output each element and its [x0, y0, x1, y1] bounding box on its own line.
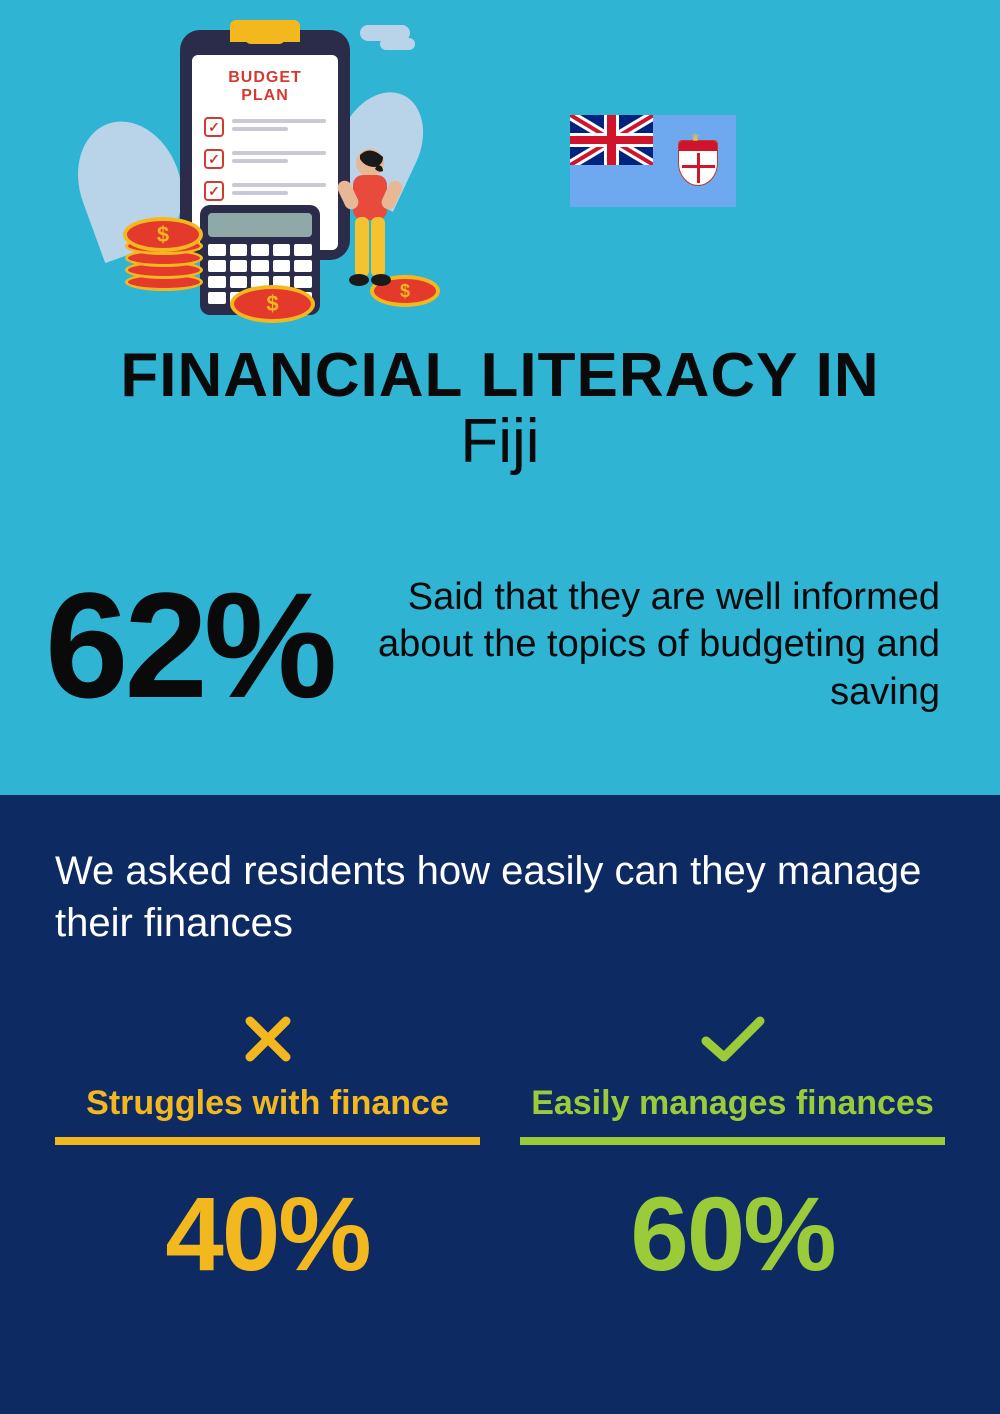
coin-icon: $: [230, 285, 315, 323]
headline-stat: 62% Said that they are well informed abo…: [45, 570, 940, 720]
title-block: FINANCIAL LITERACY IN Fiji: [0, 340, 1000, 477]
struggle-label: Struggles with finance: [55, 1084, 480, 1123]
struggle-percent: 40%: [55, 1175, 480, 1295]
country-name: Fiji: [0, 406, 1000, 477]
survey-question: We asked residents how easily can they m…: [55, 845, 945, 949]
person-icon: [335, 145, 405, 315]
page-title: FINANCIAL LITERACY IN: [0, 340, 1000, 411]
struggle-rule: [55, 1137, 480, 1145]
headline-percent: 62%: [45, 570, 333, 720]
top-section: BUDGET PLAN ✓ ✓ ✓ $ $ $: [0, 0, 1000, 795]
bottom-section: We asked residents how easily can they m…: [0, 795, 1000, 1414]
manage-column: Easily manages finances 60%: [520, 1004, 945, 1295]
comparison-columns: Struggles with finance 40% Easily manage…: [55, 1004, 945, 1295]
fiji-flag-icon: ♛: [570, 115, 736, 207]
budget-illustration: BUDGET PLAN ✓ ✓ ✓ $ $ $: [70, 20, 430, 330]
headline-description: Said that they are well informed about t…: [363, 574, 940, 717]
coins-icon: $: [125, 215, 210, 300]
cross-icon: [240, 1011, 296, 1067]
manage-rule: [520, 1137, 945, 1145]
budget-plan-label: BUDGET PLAN: [204, 69, 326, 105]
check-icon: [698, 1011, 768, 1067]
manage-percent: 60%: [520, 1175, 945, 1295]
manage-label: Easily manages finances: [520, 1084, 945, 1123]
struggle-column: Struggles with finance 40%: [55, 1004, 480, 1295]
